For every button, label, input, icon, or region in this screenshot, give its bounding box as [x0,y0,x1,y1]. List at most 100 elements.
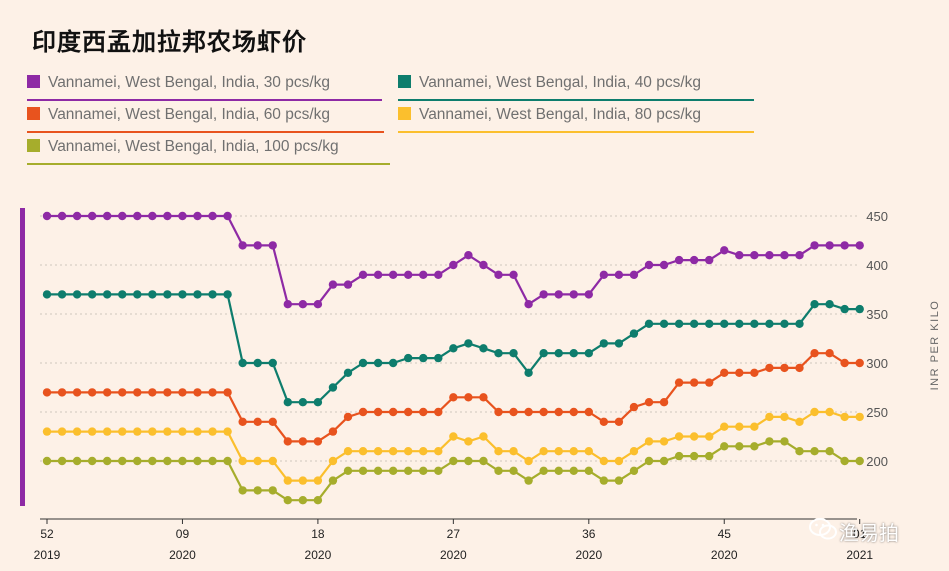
data-point [57,290,67,299]
data-point [674,319,684,328]
data-point [358,270,368,279]
data-point [298,300,308,309]
data-point [148,388,157,397]
data-point [343,447,353,456]
data-point [825,300,834,309]
data-point [674,451,684,461]
data-point [644,319,654,328]
data-point [373,270,383,279]
y-tick-label: 400 [866,258,888,273]
legend-item-40pcs[interactable]: Vannamei, West Bengal, India, 40 pcs/kg [398,74,754,101]
data-point [283,476,292,485]
data-point [584,447,593,456]
data-point [373,466,383,475]
data-point [163,290,172,299]
data-point [133,456,142,466]
data-point [388,407,398,417]
data-point [163,211,172,221]
data-point [328,456,338,466]
data-point [223,211,232,221]
data-point [118,290,127,299]
data-point [57,211,67,221]
data-point [479,344,488,353]
legend-underline [398,131,754,133]
legend-underline [27,131,384,133]
data-point [689,451,699,461]
data-point [689,255,699,265]
data-point [750,251,759,260]
data-point [705,432,714,441]
data-point [42,456,52,466]
data-point [524,368,533,377]
data-point [42,427,52,436]
data-point [404,353,413,363]
data-point [193,290,202,299]
data-point [358,466,368,475]
data-point [629,402,639,412]
data-point [223,290,232,299]
data-point [554,466,563,475]
legend-label: Vannamei, West Bengal, India, 40 pcs/kg [419,74,702,91]
legend-label: Vannamei, West Bengal, India, 60 pcs/kg [48,106,331,123]
data-point [674,378,684,387]
data-point [735,422,744,431]
data-point [765,437,774,446]
data-point [298,476,308,485]
legend-item-80pcs[interactable]: Vannamei, West Bengal, India, 80 pcs/kg [398,106,754,133]
data-point [554,447,563,456]
data-point [584,349,593,358]
legend-item-60pcs[interactable]: Vannamei, West Bengal, India, 60 pcs/kg [27,106,384,133]
data-point [765,251,774,260]
data-point [644,398,654,407]
data-point [674,255,684,265]
data-point [479,393,488,402]
data-point [840,241,849,250]
x-tick-year-label: 2020 [305,548,332,562]
wechat-icon [809,518,837,540]
data-point [178,211,187,221]
legend-item-100pcs[interactable]: Vannamei, West Bengal, India, 100 pcs/kg [27,138,390,165]
data-point [42,388,52,397]
data-point [584,466,593,475]
data-point [720,319,729,328]
data-point [72,456,82,466]
data-point [614,417,624,426]
data-point [193,427,202,436]
data-point [524,300,533,309]
data-point [434,270,443,279]
data-point [118,456,127,466]
data-point [599,417,609,426]
data-point [419,270,428,279]
data-point [87,456,97,466]
legend-item-30pcs[interactable]: Vannamei, West Bengal, India, 30 pcs/kg [27,74,382,101]
data-point [343,412,353,422]
data-point [705,451,714,461]
data-point [464,393,473,402]
data-point [705,378,714,387]
data-point [343,368,353,377]
data-point [855,304,864,314]
data-point [358,447,368,456]
data-point [87,388,97,397]
data-point [419,353,428,363]
watermark-text: 渔易拍 [839,521,899,545]
data-point [599,339,609,348]
data-point [614,270,624,279]
data-point [268,241,277,250]
data-point [735,442,744,451]
data-point [750,442,759,451]
data-point [720,246,729,255]
data-point [178,427,187,436]
data-point [735,319,744,328]
data-point [614,339,624,348]
legend-label: Vannamei, West Bengal, India, 100 pcs/kg [48,138,339,155]
data-point [825,447,834,456]
x-tick-year-label: 2020 [440,548,467,562]
y-tick-label: 200 [866,454,888,469]
data-point [268,486,277,495]
data-point [223,388,232,397]
data-point [434,447,443,456]
data-point [629,466,639,475]
data-point [328,280,338,289]
data-point [133,388,142,397]
